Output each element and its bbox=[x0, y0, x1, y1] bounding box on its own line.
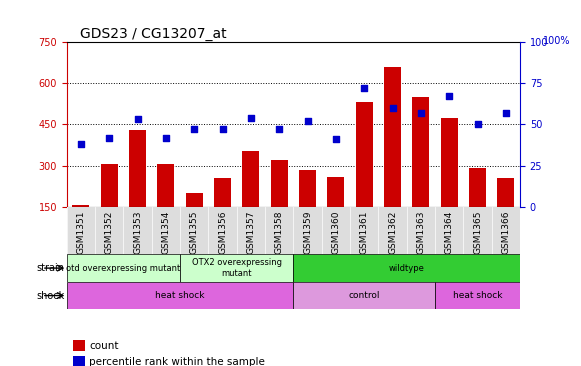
Point bbox=[303, 118, 312, 124]
Text: heat shock: heat shock bbox=[155, 291, 205, 300]
Point bbox=[162, 135, 171, 141]
Text: GSM1351: GSM1351 bbox=[77, 210, 85, 254]
Point bbox=[331, 136, 340, 142]
Bar bbox=[293, 254, 520, 282]
Bar bbox=[271, 160, 288, 248]
Bar bbox=[129, 130, 146, 248]
Bar bbox=[67, 282, 293, 309]
Bar bbox=[440, 117, 458, 248]
Point bbox=[189, 126, 199, 132]
Point bbox=[388, 105, 397, 111]
Text: otd overexpressing mutant: otd overexpressing mutant bbox=[66, 264, 181, 273]
Text: GSM1354: GSM1354 bbox=[162, 210, 170, 254]
Text: GSM1359: GSM1359 bbox=[303, 210, 312, 254]
Text: GSM1353: GSM1353 bbox=[133, 210, 142, 254]
Text: GSM1363: GSM1363 bbox=[417, 210, 425, 254]
Point bbox=[473, 122, 482, 127]
Text: count: count bbox=[89, 340, 119, 351]
Bar bbox=[469, 168, 486, 248]
Bar bbox=[299, 170, 316, 248]
Bar bbox=[328, 177, 345, 248]
Text: GSM1361: GSM1361 bbox=[360, 210, 369, 254]
Bar bbox=[242, 150, 259, 248]
Bar bbox=[356, 102, 373, 248]
Point bbox=[275, 126, 284, 132]
Bar bbox=[186, 193, 203, 248]
Point bbox=[218, 126, 227, 132]
Bar bbox=[435, 282, 520, 309]
Bar bbox=[157, 164, 174, 248]
Text: percentile rank within the sample: percentile rank within the sample bbox=[89, 357, 265, 366]
Bar bbox=[101, 164, 118, 248]
Bar bbox=[293, 282, 435, 309]
Bar bbox=[67, 254, 180, 282]
Text: GSM1358: GSM1358 bbox=[275, 210, 284, 254]
Text: GSM1357: GSM1357 bbox=[246, 210, 256, 254]
Text: GSM1366: GSM1366 bbox=[501, 210, 510, 254]
Text: GSM1364: GSM1364 bbox=[444, 210, 454, 254]
Text: GSM1352: GSM1352 bbox=[105, 210, 114, 254]
Point bbox=[76, 141, 85, 147]
Bar bbox=[73, 205, 89, 248]
Text: strain: strain bbox=[37, 263, 64, 273]
Text: GDS23 / CG13207_at: GDS23 / CG13207_at bbox=[80, 27, 227, 41]
Point bbox=[416, 110, 425, 116]
Point bbox=[246, 115, 256, 121]
Bar bbox=[180, 254, 293, 282]
Text: GSM1360: GSM1360 bbox=[331, 210, 340, 254]
Bar bbox=[384, 67, 401, 248]
Text: control: control bbox=[349, 291, 380, 300]
Bar bbox=[413, 97, 429, 248]
Text: GSM1362: GSM1362 bbox=[388, 210, 397, 254]
Y-axis label: 100%: 100% bbox=[543, 36, 570, 45]
Point bbox=[501, 110, 511, 116]
Point bbox=[133, 116, 142, 122]
Bar bbox=[497, 178, 514, 248]
Text: OTX2 overexpressing
mutant: OTX2 overexpressing mutant bbox=[192, 258, 282, 278]
Point bbox=[105, 135, 114, 141]
Text: heat shock: heat shock bbox=[453, 291, 502, 300]
Point bbox=[444, 93, 454, 99]
Text: GSM1356: GSM1356 bbox=[218, 210, 227, 254]
Bar bbox=[214, 178, 231, 248]
Point bbox=[360, 85, 369, 91]
Text: GSM1355: GSM1355 bbox=[190, 210, 199, 254]
Text: GSM1365: GSM1365 bbox=[473, 210, 482, 254]
Text: shock: shock bbox=[36, 291, 64, 300]
Text: wildtype: wildtype bbox=[389, 264, 425, 273]
